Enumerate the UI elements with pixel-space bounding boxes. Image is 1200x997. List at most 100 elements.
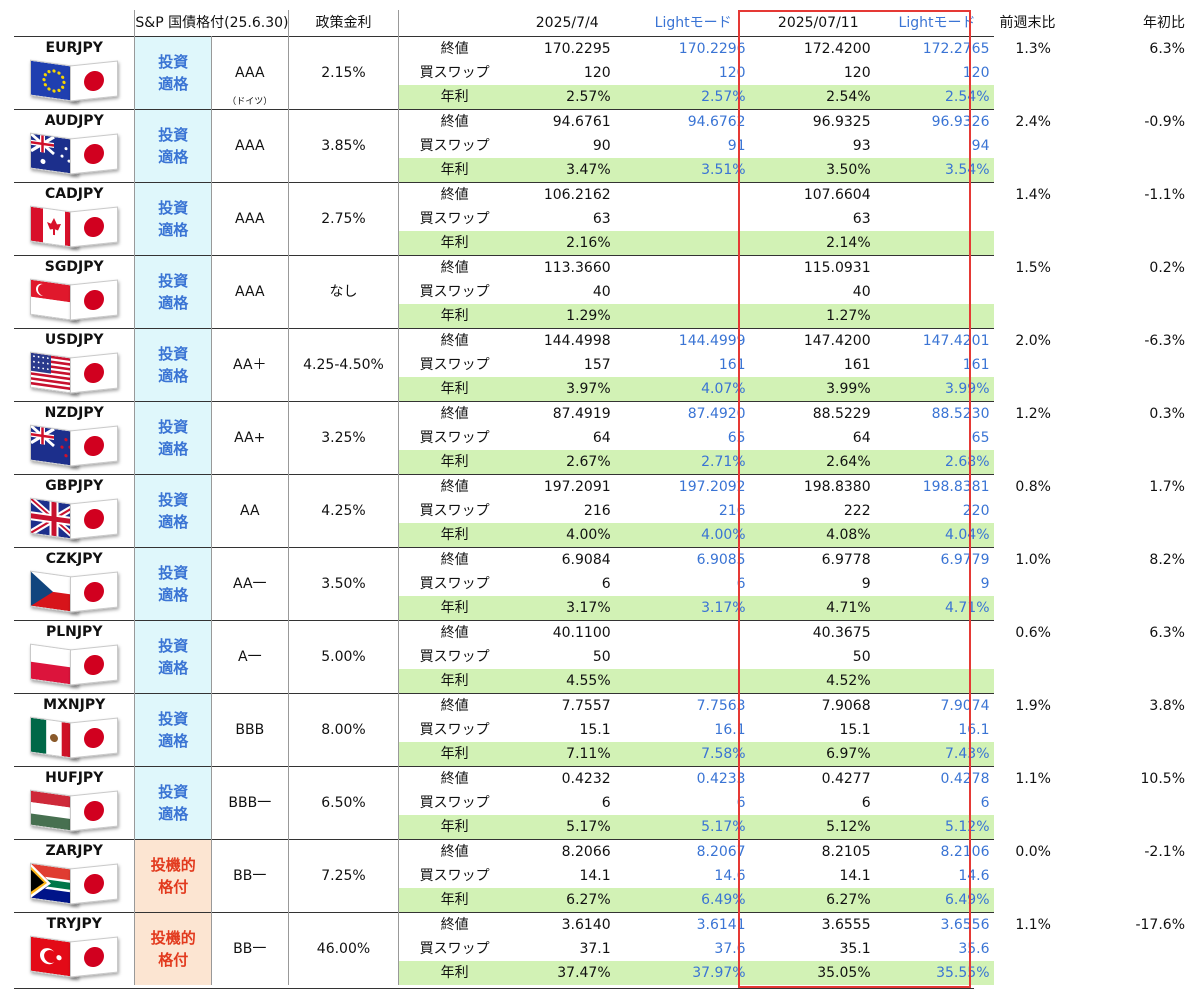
close-2-light: 0.4278 — [884, 766, 994, 791]
close-2-light: 8.2106 — [884, 839, 994, 864]
swap-2: 9 — [861, 576, 871, 592]
swap-1: 63 — [592, 211, 611, 227]
swap-label: 買スワップ — [398, 499, 510, 523]
us-flag-icon — [30, 351, 79, 395]
swap-2: 15.1 — [839, 722, 871, 738]
close-1-light: 94.6762 — [624, 109, 750, 134]
close-1: 8.2066 — [509, 839, 625, 864]
yield-label: 年利 — [398, 231, 510, 256]
grade-line-2: 適格 — [158, 805, 189, 823]
rating-cell: BB一 — [211, 912, 289, 985]
change-row: 2.4% -0.9% — [975, 110, 1197, 183]
rating-value: BB一 — [233, 868, 267, 884]
cz-flag-icon — [30, 570, 79, 614]
table-row: 年利 2.67% 2.71% 2.64% 2.68% — [14, 450, 994, 475]
swap-1-light: 120 — [718, 65, 746, 81]
close-1: 7.7557 — [509, 693, 625, 718]
weekly-change: 0.6% — [1015, 624, 1051, 641]
close-label: 終値 — [398, 328, 510, 353]
close-1: 197.2091 — [509, 474, 625, 499]
yield-2: 2.54% — [749, 85, 885, 110]
close-2-light: 96.9326 — [884, 109, 994, 134]
weekly-change: 1.9% — [1015, 697, 1051, 714]
grade-line-2: 適格 — [158, 294, 189, 312]
ytd-change: 6.3% — [1149, 40, 1185, 57]
rating-cell: AA＋ — [211, 328, 289, 402]
close-2: 88.5229 — [749, 401, 885, 426]
change-row: 0.0% -2.1% — [975, 840, 1197, 913]
policy-header: 政策金利 — [288, 10, 400, 37]
table-row: TRYJPY 投機的 格付 BB一 46.00% 終値 3.6140 3.614… — [14, 912, 994, 985]
yield-1: 5.17% — [509, 815, 625, 840]
light1-header: Lightモード — [654, 15, 732, 31]
swap-2-light: 14.6 — [958, 868, 990, 884]
grade-badge: 投機的 格付 — [134, 839, 212, 913]
table-row: 買スワップ 63 63 — [14, 207, 994, 231]
grade-line-2: 格付 — [158, 951, 189, 969]
yield-1: 7.11% — [509, 742, 625, 767]
currency-table: S&P 国債格付(25.6.30) 政策金利 2025/7/4 Lightモード… — [14, 10, 994, 985]
weekly-change: 1.1% — [1015, 916, 1051, 933]
close-label: 終値 — [398, 36, 510, 61]
yield-1: 3.97% — [509, 377, 625, 402]
date2-header: 2025/07/11 — [777, 15, 859, 31]
swap-1: 216 — [583, 503, 611, 519]
grade-line-1: 投資 — [158, 564, 189, 582]
close-label: 終値 — [398, 474, 510, 499]
grade-line-1: 投資 — [158, 637, 189, 655]
pair-header — [14, 10, 135, 37]
close-2: 96.9325 — [749, 109, 885, 134]
close-1: 106.2162 — [509, 182, 625, 207]
swap-2: 161 — [843, 357, 871, 373]
pair-cell: CADJPY — [14, 182, 135, 256]
grade-line-2: 適格 — [158, 513, 189, 531]
table-row: USDJPY 投資 適格 AA＋ 4.25-4.50% 終値 144.4998 … — [14, 328, 994, 402]
grade-line-1: 投資 — [158, 491, 189, 509]
weekly-change: 1.2% — [1015, 405, 1051, 422]
jp-flag-icon — [70, 571, 119, 613]
pair-name: SGDJPY — [44, 259, 104, 275]
policy-rate: 3.25% — [288, 401, 400, 475]
weekly-change: 1.3% — [1015, 40, 1051, 57]
table-row: 買スワップ 15.1 16.1 15.1 16.1 — [14, 718, 994, 742]
pair-name: MXNJPY — [43, 697, 106, 713]
swap-2-light: 16.1 — [958, 722, 990, 738]
weekly-change: 1.1% — [1015, 770, 1051, 787]
table-row: 年利 1.29% 1.27% — [14, 304, 994, 329]
swap-label: 買スワップ — [398, 645, 510, 669]
flag-pair — [28, 422, 120, 470]
rating-value: AAA — [235, 65, 265, 81]
table-row: 買スワップ 50 50 — [14, 645, 994, 669]
yield-2-light: 5.12% — [884, 815, 994, 840]
swap-label: 買スワップ — [398, 937, 510, 961]
nz-flag-icon — [30, 424, 79, 468]
swap-1-light — [625, 645, 750, 669]
grade-line-2: 適格 — [158, 221, 189, 239]
table-row: 年利 4.00% 4.00% 4.08% 4.04% — [14, 523, 994, 548]
close-1: 94.6761 — [509, 109, 625, 134]
ytd-change: -1.1% — [1144, 186, 1185, 203]
policy-rate: 8.00% — [288, 693, 400, 767]
yield-1-light — [624, 231, 750, 256]
rating-value: BBB一 — [228, 795, 272, 811]
rating-value: AA+ — [234, 430, 266, 446]
flag-pair — [28, 495, 120, 543]
close-1-light — [624, 620, 750, 645]
swap-1-light — [625, 280, 750, 304]
close-1: 0.4232 — [509, 766, 625, 791]
swap-1-light: 37.6 — [714, 941, 746, 957]
pair-name: GBPJPY — [45, 478, 104, 494]
close-1-light: 7.7563 — [624, 693, 750, 718]
pair-cell: AUDJPY — [14, 109, 135, 183]
light2-header: Lightモード — [898, 15, 976, 31]
close-label: 終値 — [398, 912, 510, 937]
swap-1: 157 — [583, 357, 611, 373]
close-2-light: 147.4201 — [884, 328, 994, 353]
close-label: 終値 — [398, 255, 510, 280]
swap-1-light: 16.1 — [714, 722, 746, 738]
flag-pair — [28, 130, 120, 178]
swap-2: 93 — [852, 138, 871, 154]
yield-1-light — [624, 669, 750, 694]
jp-flag-icon — [70, 133, 119, 175]
yield-1: 4.55% — [509, 669, 625, 694]
